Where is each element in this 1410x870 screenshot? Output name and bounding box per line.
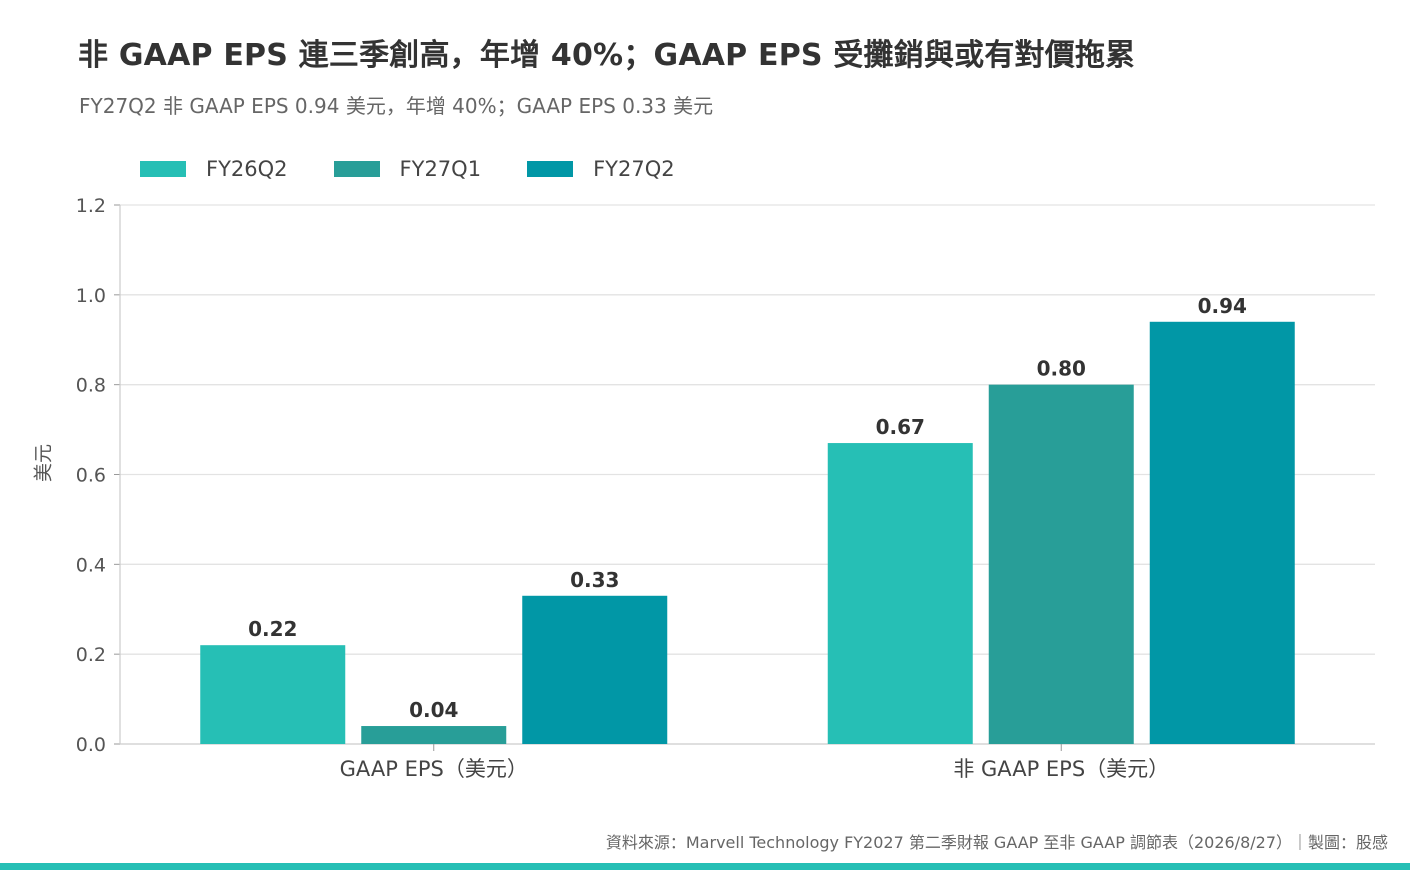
chart-title: 非 GAAP EPS 連三季創高，年增 40%；GAAP EPS 受攤銷與或有對… [78,38,1136,73]
chart-subtitle: FY27Q2 非 GAAP EPS 0.94 美元，年增 40%；GAAP EP… [79,94,714,118]
bar-fy26q2-non-gaap [827,443,973,744]
bar-value-label: 0.67 [876,415,925,439]
legend-item-fy26q2: FY26Q2 [140,157,288,181]
bar-value-label: 0.22 [248,617,297,641]
bottom-accent-bar [0,863,1410,870]
bar-fy26q2-gaap [200,645,346,744]
legend: FY26Q2 FY27Q1 FY27Q2 [140,157,721,181]
y-tick-label: 0.8 [76,375,106,397]
bar-value-label: 0.80 [1037,357,1086,381]
bar-value-label: 0.04 [409,698,458,722]
legend-swatch-fy27q2 [527,161,574,177]
source-note: 資料來源：Marvell Technology FY2027 第二季財報 GAA… [605,833,1388,852]
legend-item-fy27q2: FY27Q2 [527,157,675,181]
bar-fy27q1-gaap [361,726,507,744]
y-tick-label: 1.2 [76,195,106,217]
bar-fy27q2-non-gaap [1149,321,1295,744]
legend-label-fy26q2: FY26Q2 [206,157,288,181]
bar-value-label: 0.33 [570,568,619,592]
bar-value-label: 0.94 [1198,294,1247,318]
legend-item-fy27q1: FY27Q1 [333,157,482,181]
legend-label-fy27q2: FY27Q2 [593,157,675,181]
bar-fy27q1-non-gaap [988,384,1134,744]
y-tick-label: 0.0 [76,734,106,756]
y-tick-label: 0.2 [76,644,106,666]
legend-label-fy27q1: FY27Q1 [399,157,482,181]
y-tick-label: 0.6 [76,465,106,487]
y-tick-label: 0.4 [76,554,106,576]
bar-fy27q2-gaap [522,595,668,744]
legend-swatch-fy27q1 [333,161,380,177]
legend-swatch-fy26q2 [140,161,186,177]
x-tick-label: 非 GAAP EPS（美元） [953,757,1169,781]
x-tick-label: GAAP EPS（美元） [340,757,528,781]
y-tick-label: 1.0 [76,285,106,307]
